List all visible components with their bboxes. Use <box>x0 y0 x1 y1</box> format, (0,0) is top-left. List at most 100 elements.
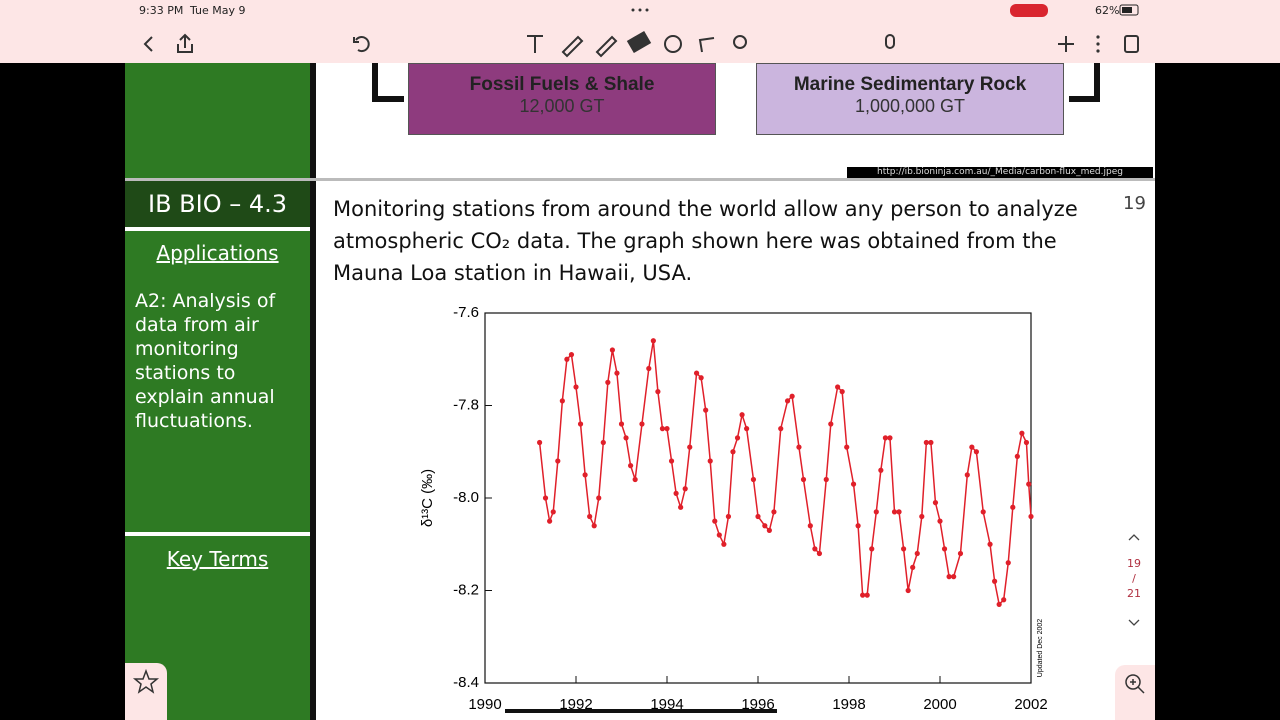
sidebar <box>125 181 310 720</box>
data-point <box>1028 513 1034 520</box>
data-point <box>734 435 741 441</box>
data-point <box>835 384 841 390</box>
data-point <box>678 504 684 510</box>
data-point <box>650 338 656 344</box>
date: Tue May 9 <box>190 4 246 17</box>
data-point <box>823 476 829 483</box>
data-point <box>1005 560 1011 566</box>
data-line <box>538 340 1032 606</box>
data-point <box>910 564 916 570</box>
data-point <box>646 365 652 372</box>
x-tick-label: 1994 <box>650 696 683 713</box>
data-point <box>1023 439 1030 446</box>
data-point <box>587 513 593 520</box>
data-point <box>771 509 777 515</box>
data-point <box>614 370 620 376</box>
scrubber <box>505 709 777 713</box>
data-point <box>923 439 929 446</box>
y-tick-label: -8.2 <box>453 581 479 598</box>
data-point <box>577 421 584 427</box>
data-point <box>778 426 784 432</box>
favorite-button[interactable] <box>125 663 167 720</box>
slide-separator <box>125 178 1155 181</box>
data-point <box>628 463 634 469</box>
rule <box>125 532 310 536</box>
data-point <box>591 523 597 529</box>
data-point <box>716 532 722 538</box>
x-tick-label: 2000 <box>923 696 956 713</box>
data-point <box>668 458 675 464</box>
data-point <box>555 458 561 464</box>
page-number: 19 <box>1123 193 1146 214</box>
data-point <box>1010 504 1016 510</box>
data-point <box>901 546 907 552</box>
data-point <box>750 476 757 483</box>
data-point <box>951 574 957 580</box>
y-tick-label: -7.8 <box>453 396 479 413</box>
data-point <box>873 509 879 515</box>
data-point <box>796 444 802 450</box>
x-tick-label: 1998 <box>832 696 865 713</box>
data-point <box>992 578 998 584</box>
data-point <box>855 523 861 529</box>
data-point <box>721 541 727 547</box>
y-tick-label: -8.0 <box>453 489 479 506</box>
data-point <box>1001 597 1007 603</box>
data-point <box>712 518 718 524</box>
box-title: Marine Sedimentary Rock <box>793 74 1027 95</box>
slide-title: IB BIO – 4.3 <box>125 181 310 231</box>
data-point <box>878 467 884 473</box>
carbon-box: Marine Sedimentary Rock 1,000,000 GT <box>756 63 1064 135</box>
brackets <box>372 63 1100 102</box>
page-arrows <box>1128 534 1140 626</box>
data-point <box>542 495 549 501</box>
divider <box>310 63 316 178</box>
data-point <box>807 523 813 529</box>
key-terms-link[interactable]: Key Terms <box>166 547 269 571</box>
y-tick-label: -7.6 <box>453 304 479 321</box>
data-point <box>547 518 553 524</box>
data-point <box>964 472 970 478</box>
toolbar-icons <box>143 4 1139 58</box>
data-point <box>682 486 688 492</box>
applications-link[interactable]: Applications <box>156 241 279 265</box>
toolbar: 9:33 PM Tue May 9 62% <box>0 0 1280 63</box>
data-point <box>812 546 818 552</box>
y-axis-label: δ¹³C (‰) <box>420 469 436 527</box>
data-point <box>839 389 845 395</box>
data-point <box>844 444 850 450</box>
data-point <box>596 495 602 501</box>
data-point <box>605 379 611 385</box>
box-amount: 12,000 GT <box>519 96 605 116</box>
pager-total: 21 <box>1127 587 1141 600</box>
y-tick-label: -8.4 <box>453 674 479 691</box>
data-point <box>707 458 713 464</box>
data-point <box>573 384 579 390</box>
annotation: Updated Dec 2002 <box>1037 619 1044 677</box>
time: 9:33 PM <box>139 4 184 17</box>
pager: 19 / 21 <box>1115 556 1153 601</box>
pager-current: 19 <box>1127 557 1141 570</box>
data-point <box>896 509 902 515</box>
data-point <box>655 389 661 395</box>
data-point <box>987 541 993 547</box>
data-point <box>766 527 772 533</box>
objective: A2: Analysis of data from air monitoring… <box>135 290 276 432</box>
data-point <box>762 523 768 529</box>
data-point <box>789 393 795 399</box>
zoom-button[interactable] <box>1115 665 1155 720</box>
previous-slide: Fossil Fuels & Shale 12,000 GT Marine Se… <box>125 63 1155 178</box>
data-point <box>559 398 565 404</box>
data-point <box>609 347 615 353</box>
data-point <box>703 407 709 413</box>
data-point <box>957 550 964 557</box>
data-point <box>905 587 911 594</box>
data-point <box>687 444 693 450</box>
data-point <box>1026 481 1032 487</box>
data-point <box>744 426 750 432</box>
data-point <box>664 426 670 432</box>
source-url: http://ib.bioninja.com.au/_Media/carbon-… <box>847 167 1153 178</box>
slide: IB BIO – 4.3 Applications A2: Analysis o… <box>125 181 1155 720</box>
data-point <box>969 444 975 450</box>
paragraph: Monitoring stations from around the worl… <box>333 197 1078 285</box>
